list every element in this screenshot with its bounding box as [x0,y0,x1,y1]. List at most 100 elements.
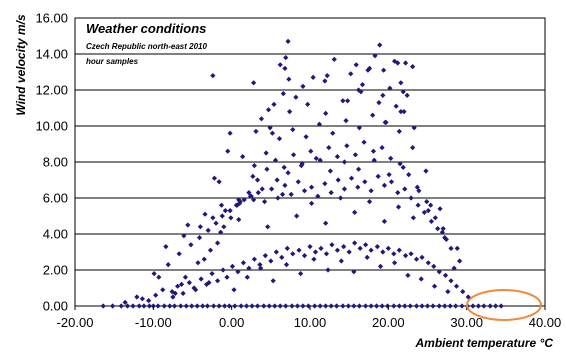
data-point [231,287,237,293]
data-point [160,287,166,293]
data-point [340,98,346,104]
data-point [205,227,211,233]
x-tick-label: -20.00 [57,315,94,330]
y-tick-label: 2.00 [43,263,68,278]
data-point [254,177,261,183]
data-point [258,116,265,122]
data-point [413,256,420,262]
data-point [227,130,233,136]
data-point [331,56,337,62]
data-point [218,202,225,208]
data-point [227,208,233,214]
data-point [188,242,194,248]
data-point [459,303,465,309]
data-point [318,245,324,251]
data-point [209,271,215,277]
data-point [222,303,228,309]
data-point [398,109,404,115]
y-tick-label: 4.00 [43,227,68,242]
data-point [282,182,288,188]
data-point [356,303,362,309]
data-point [370,112,376,118]
data-point [322,181,328,187]
data-point [290,152,297,158]
data-point [298,163,304,169]
data-point [419,254,425,260]
y-tick-label: 16.00 [35,11,68,26]
data-point [136,303,142,309]
data-point [388,155,394,161]
data-point [413,303,420,309]
data-point [265,224,271,230]
data-point [200,303,206,309]
data-point [312,303,318,309]
data-point [236,217,242,223]
data-point [308,184,315,190]
data-point [362,179,368,185]
data-point [271,101,277,107]
data-point [233,202,239,208]
data-point [329,242,335,248]
data-point [284,245,290,251]
data-point [415,202,421,208]
data-point [400,89,406,95]
data-point [410,145,416,151]
data-point [440,226,446,232]
data-point [395,204,402,210]
data-point [418,276,424,282]
data-point [435,226,441,232]
data-point [267,125,273,131]
data-point [382,119,388,125]
data-point [325,267,331,273]
data-point [211,303,217,309]
data-point [345,98,351,104]
data-point [232,303,238,309]
x-tick-label: 30.00 [450,315,483,330]
data-point [216,303,222,309]
data-point [251,80,257,86]
data-point [335,177,341,183]
data-point [235,269,241,275]
data-point [139,296,145,302]
data-point [175,283,181,289]
data-point [498,303,504,309]
data-point [172,290,178,296]
data-point [301,253,308,259]
data-point [310,74,316,80]
data-point [385,245,391,251]
data-point [264,166,270,172]
data-point [337,195,344,201]
data-point [352,240,358,246]
data-point [402,253,409,259]
x-axis-label: Ambient temperature °C [415,336,554,350]
data-point [402,60,409,66]
data-point [363,242,369,248]
data-point [201,256,207,262]
data-point [430,303,436,309]
data-point [396,128,402,134]
data-point [428,202,434,208]
data-point [272,303,278,309]
data-point [238,303,244,309]
data-point [186,280,192,286]
data-point [241,197,247,203]
data-point [211,175,218,181]
data-point [341,186,348,192]
data-point [289,303,295,309]
data-point [286,76,292,82]
data-point [214,278,221,284]
data-point [416,188,422,194]
data-point [377,42,383,48]
data-point [171,303,178,309]
data-point [348,71,354,77]
data-point [323,220,329,226]
chart-title: Weather conditions [86,21,206,36]
data-point [411,125,417,131]
data-point [352,209,358,215]
data-point [442,272,449,278]
data-point [298,271,304,277]
data-point [169,289,175,295]
data-point [276,136,283,142]
data-point [348,175,355,181]
data-point [216,179,222,185]
